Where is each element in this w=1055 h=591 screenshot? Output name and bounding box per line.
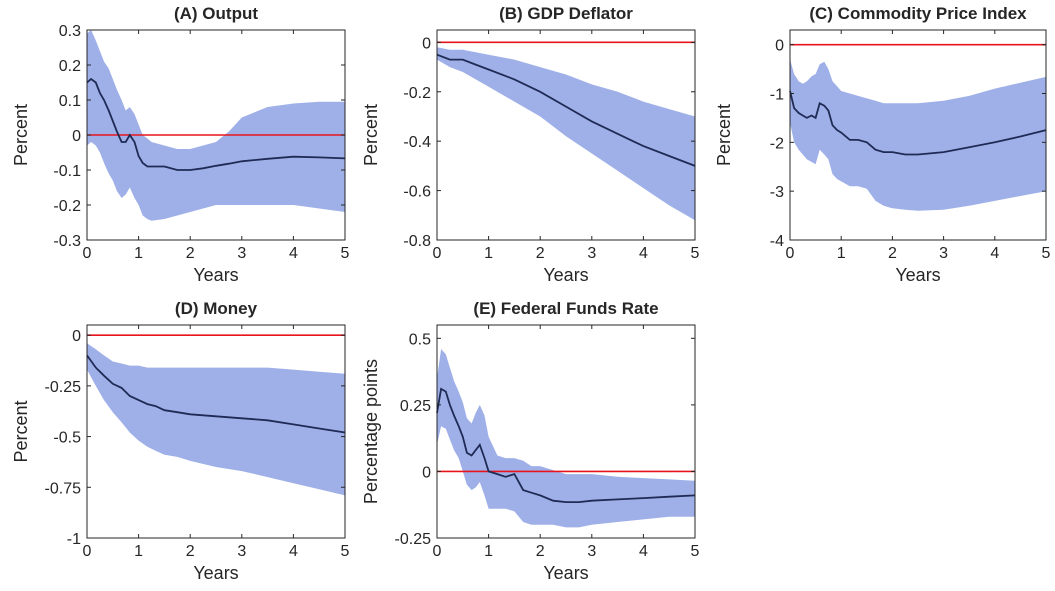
x-tick-label: 5 (341, 245, 350, 262)
x-tick-label: 0 (786, 245, 795, 262)
panel-title: (A) Output (174, 4, 258, 23)
y-axis-label: Percent (11, 104, 31, 166)
impulse-response-line (86, 354, 346, 434)
x-tick-label: 5 (341, 543, 350, 560)
x-tick-label: 0 (433, 543, 442, 560)
x-tick-label: 1 (837, 245, 846, 262)
panel-e: 0 1 2 3 4 50.50.250-0.25(E) Federal Funds Rat… (361, 299, 700, 583)
x-tick-label: 2 (536, 245, 545, 262)
impulse-response-line (436, 387, 696, 504)
x-tick-label: 3 (939, 245, 948, 262)
x-axis-label: Years (895, 265, 940, 285)
y-tick-label: 0.1 (59, 93, 81, 110)
y-tick-label: -1 (770, 86, 784, 103)
y-tick-label: -0.5 (53, 430, 81, 447)
x-tick-label: 3 (587, 245, 596, 262)
panel-a: 0 1 2 3 4 5 0.3 0.2 0.1 0 -0.1 -0.2 -0.3 (A) Output Ye… (11, 4, 350, 285)
x-tick-label: 2 (186, 245, 195, 262)
axes-box (789, 29, 1047, 241)
y-tick-label: -2 (770, 135, 784, 152)
axes-box (86, 324, 346, 539)
y-tick-label: 0 (72, 328, 81, 345)
y-tick-label: 0.3 (59, 23, 81, 40)
y-tick-label: -3 (770, 184, 784, 201)
y-tick-label: -0.8 (403, 233, 431, 250)
x-tick-label: 2 (536, 543, 545, 560)
y-tick-label: -0.2 (53, 198, 81, 215)
y-tick-label: 0.25 (400, 398, 431, 415)
panel-title: (B) GDP Deflator (499, 4, 633, 23)
y-axis-label: Percent (361, 104, 381, 166)
x-tick-label: 4 (990, 245, 999, 262)
x-tick-label: 5 (691, 543, 700, 560)
x-tick-label: 5 (691, 245, 700, 262)
x-axis-label: Years (543, 563, 588, 583)
x-tick-label: 4 (289, 245, 298, 262)
y-tick-label: -0.1 (53, 163, 81, 180)
x-tick-label: 0 (433, 245, 442, 262)
x-tick-label: 2 (186, 543, 195, 560)
y-tick-label: -0.4 (403, 134, 431, 151)
confidence-band (437, 349, 695, 528)
y-tick-label: 0 (775, 38, 784, 55)
y-tick-label: -1 (67, 531, 81, 548)
confidence-band (87, 343, 345, 496)
x-tick-label: 1 (134, 543, 143, 560)
x-axis-label: Years (193, 563, 238, 583)
y-axis-label: Percentage points (361, 359, 381, 504)
y-tick-label: 0.2 (59, 58, 81, 75)
y-axis-label: Percent (714, 104, 734, 166)
x-tick-label: 4 (289, 543, 298, 560)
x-tick-label: 1 (134, 245, 143, 262)
x-tick-label: 0 (83, 245, 92, 262)
axes-box (436, 29, 696, 241)
x-tick-label: 5 (1042, 245, 1051, 262)
y-tick-label: -4 (770, 233, 784, 250)
x-tick-label: 3 (237, 543, 246, 560)
y-tick-label: 0.5 (409, 331, 431, 348)
y-tick-label: 0 (422, 464, 431, 481)
x-tick-label: 2 (888, 245, 897, 262)
panel-c: 0 1 2 3 4 5 0 -1 -2 -3 -4 (C) Commodity Price Index… (714, 4, 1051, 285)
x-tick-label: 1 (484, 245, 493, 262)
y-tick-label: -0.6 (403, 184, 431, 201)
panel-title: (E) Federal Funds Rate (473, 299, 658, 318)
y-tick-label: -0.3 (53, 233, 81, 250)
x-tick-label: 3 (237, 245, 246, 262)
y-tick-label: 0 (72, 128, 81, 145)
confidence-band (437, 47, 695, 221)
x-axis-label: Years (543, 265, 588, 285)
x-axis-label: Years (193, 265, 238, 285)
x-tick-label: 1 (484, 543, 493, 560)
panel-title: (D) Money (175, 299, 258, 318)
y-tick-label: -0.25 (395, 531, 432, 548)
x-tick-label: 4 (639, 245, 648, 262)
impulse-response-line (86, 77, 346, 171)
x-tick-label: 0 (83, 543, 92, 560)
y-tick-label: -0.75 (45, 480, 82, 497)
y-axis-label: Percent (11, 400, 31, 462)
impulse-response-line (789, 90, 1047, 156)
panel-b: 0 1 2 3 4 5 0 -0.2 -0.4 -0.6 -0.8 (B) GDP Deflator Y… (361, 4, 700, 285)
x-tick-label: 3 (587, 543, 596, 560)
y-tick-label: -0.25 (45, 379, 82, 396)
panel-d: 0 1 2 3 4 5 0 -0.25 -0.5 -0.75 -1 (D) Money Years Per… (11, 299, 350, 583)
y-tick-label: -0.2 (403, 85, 431, 102)
axes-box (436, 324, 696, 539)
impulse-response-line (436, 53, 696, 167)
confidence-band (790, 59, 1046, 211)
y-tick-label: 0 (422, 35, 431, 52)
x-tick-label: 4 (639, 543, 648, 560)
panel-title: (C) Commodity Price Index (809, 4, 1027, 23)
confidence-band (87, 30, 345, 221)
